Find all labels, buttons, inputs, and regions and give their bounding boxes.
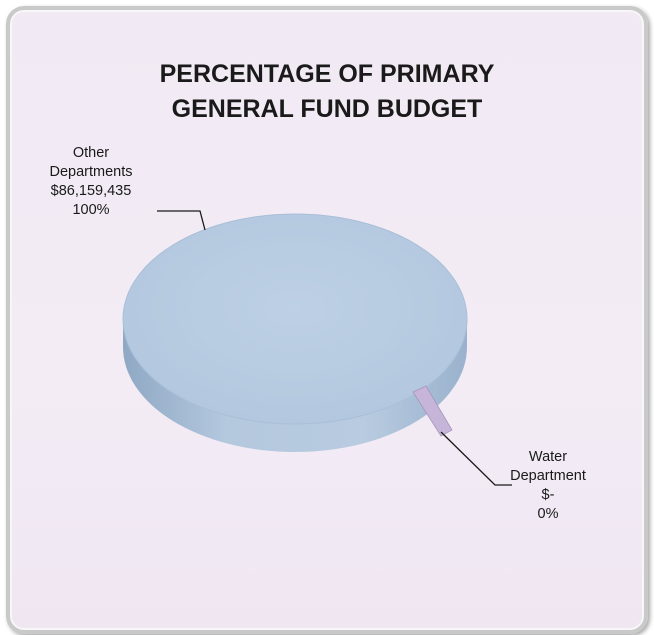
- data-label-other-percent: 100%: [72, 202, 110, 218]
- data-label-other-amount: $86,159,435: [50, 183, 132, 199]
- leader-line-other-departments: [157, 210, 206, 231]
- pie-slice-water-department: [412, 385, 453, 437]
- data-label-other-departments: Other Departments $86,159,435 100%: [36, 144, 146, 220]
- data-label-other-name-1: Other: [72, 145, 110, 161]
- chart-title-line-1: PERCENTAGE OF PRIMARY: [159, 60, 495, 88]
- leader-line-water-department: [440, 431, 512, 486]
- pie-slice-other-departments-side: [123, 319, 467, 452]
- data-label-water-department: Water Department $- 0%: [488, 448, 608, 524]
- data-label-other-name-2: Departments: [49, 164, 133, 180]
- data-label-water-percent: 0%: [537, 506, 559, 522]
- data-label-water-name-1: Water: [528, 449, 568, 465]
- data-label-water-amount: $-: [541, 487, 555, 503]
- data-label-water-name-2: Department: [510, 468, 586, 484]
- pie-slice-other-departments: [122, 213, 468, 425]
- chart-title-line-2: GENERAL FUND BUDGET: [171, 95, 483, 123]
